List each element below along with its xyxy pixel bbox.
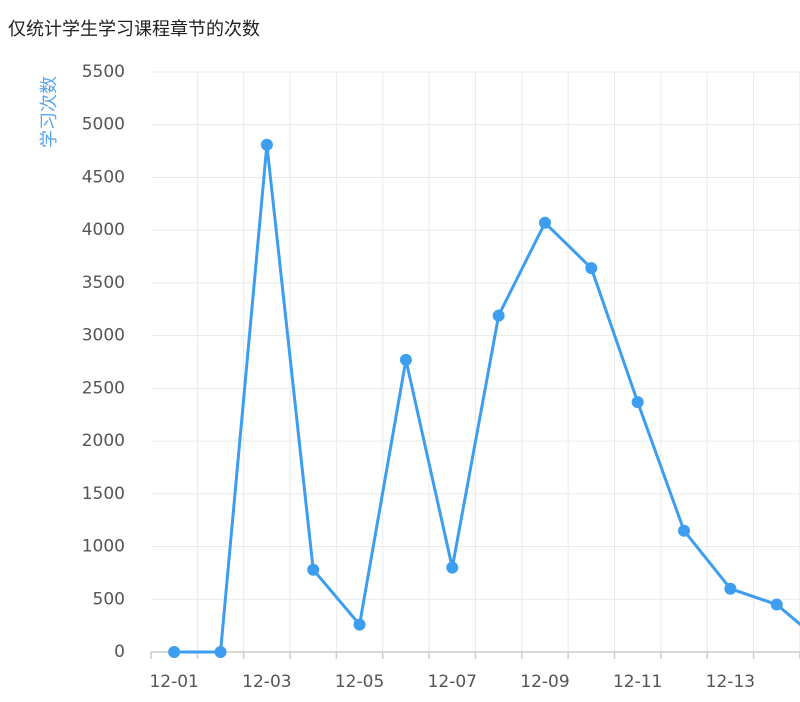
- data-point: [631, 396, 644, 409]
- y-tick-label: 1500: [82, 484, 125, 504]
- data-point: [260, 138, 273, 151]
- data-point: [724, 582, 737, 595]
- x-tick-label: 12-11: [613, 672, 662, 692]
- x-tick-label: 12-09: [520, 672, 569, 692]
- data-point: [770, 598, 783, 611]
- x-tick-label: 12-13: [706, 672, 755, 692]
- y-tick-label: 0: [114, 642, 125, 662]
- y-tick-label: 3000: [82, 326, 125, 346]
- y-tick-label: 2500: [82, 378, 125, 398]
- data-point: [399, 353, 412, 366]
- series-line: [174, 143, 800, 654]
- data-point: [214, 646, 227, 658]
- x-tick-label: 12-03: [242, 672, 291, 692]
- data-point: [492, 309, 505, 322]
- y-tick-label: 500: [93, 589, 125, 609]
- x-tick-label: 12-05: [335, 672, 384, 692]
- x-tick-label: 12-07: [428, 672, 477, 692]
- y-tick-label: 3500: [82, 273, 125, 293]
- data-point: [538, 216, 551, 229]
- data-point: [168, 646, 181, 658]
- data-point: [446, 561, 459, 574]
- y-axis-label: 学习次数: [39, 76, 60, 148]
- data-point: [353, 618, 366, 631]
- y-tick-label: 5500: [82, 62, 125, 82]
- data-point: [678, 524, 691, 537]
- data-point: [585, 262, 598, 275]
- data-point: [307, 563, 320, 576]
- y-tick-label: 5000: [82, 115, 125, 135]
- x-tick-label: 12-01: [149, 672, 198, 692]
- y-tick-label: 2000: [82, 431, 125, 451]
- chart-title: 仅统计学生学习课程章节的次数: [8, 19, 260, 40]
- y-tick-label: 1000: [82, 537, 125, 557]
- x-tick-label: 12-15: [798, 672, 800, 692]
- y-tick-label: 4500: [82, 167, 125, 187]
- y-tick-label: 4000: [82, 220, 125, 240]
